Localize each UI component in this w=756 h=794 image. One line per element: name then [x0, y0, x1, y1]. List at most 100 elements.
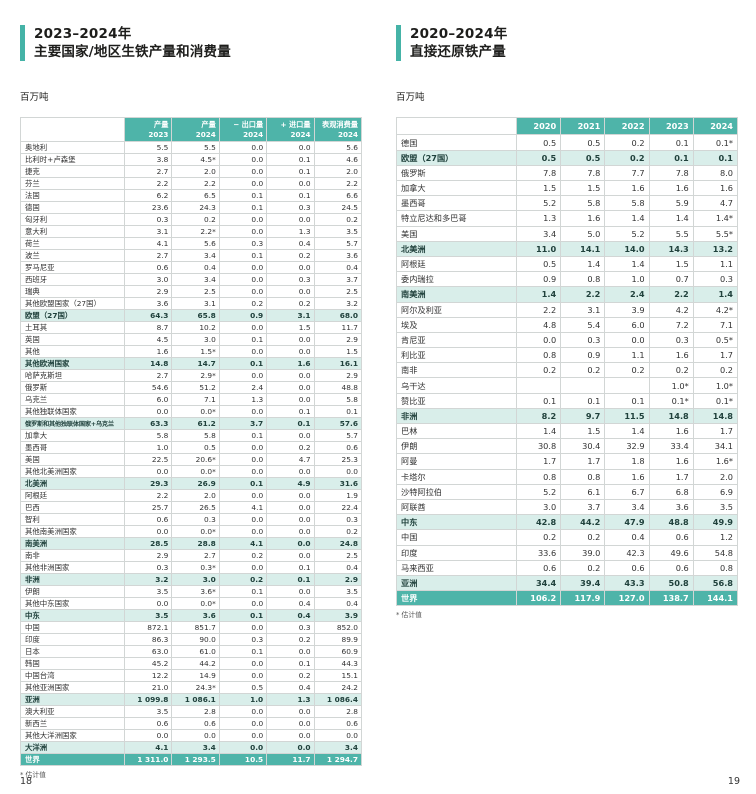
- cell-value: 0.5*: [692, 331, 739, 349]
- row-label: 特立尼达和多巴哥: [396, 210, 517, 227]
- cell-value: 1.7: [515, 453, 562, 470]
- cell-value: 2.2*: [171, 225, 220, 239]
- cell-value: 0.1: [266, 572, 315, 586]
- cell-value: 0.0: [218, 656, 268, 670]
- table-row: 阿曼 1.7 1.7 1.8 1.6 1.6*: [396, 453, 739, 470]
- cell-value: 30.8: [515, 438, 562, 455]
- cell-value: 3.4: [171, 740, 220, 754]
- cell-value: 2.7: [123, 369, 173, 383]
- table-row: 北美洲 11.0 14.1 14.0 14.3 13.2: [396, 240, 739, 257]
- cell-value: 0.0: [266, 548, 315, 562]
- cell-value: 5.5: [123, 141, 173, 155]
- table-row: 伊朗 3.5 3.6* 0.1 0.0 3.5: [20, 584, 363, 598]
- cell-value: 0.0: [123, 524, 173, 538]
- cell-value: 2.2: [515, 301, 562, 318]
- cell-value: 3.5: [313, 225, 363, 239]
- cell-value: 2.4: [218, 381, 268, 395]
- cell-value: 48.8: [313, 381, 363, 395]
- table-row: 肯尼亚 0.0 0.3 0.0 0.3 0.5*: [396, 331, 739, 349]
- row-label: 沙特阿拉伯: [396, 483, 517, 500]
- cell-value: 5.6: [171, 237, 220, 251]
- cell-value: 50.8: [648, 574, 694, 592]
- cell-value: 42.8: [515, 514, 562, 531]
- cell-value: 1.4*: [692, 210, 739, 227]
- cell-value: 0.6: [123, 512, 173, 526]
- cell-value: 48.8: [648, 514, 694, 531]
- cell-value: 1.3: [266, 225, 315, 239]
- cell-value: 0.0: [266, 333, 315, 347]
- table-row: 中国台湾 12.2 14.9 0.0 0.2 15.1: [20, 668, 363, 682]
- table-row: 卡塔尔 0.8 0.8 1.6 1.7 2.0: [396, 468, 739, 485]
- cell-value: 7.8: [648, 164, 694, 182]
- cell-value: 3.7: [560, 498, 606, 516]
- cell-value: 0.5: [560, 149, 606, 166]
- cell-value: 0.6: [604, 559, 650, 576]
- cell-value: 1 311.0: [123, 752, 173, 766]
- cell-value: 0.1: [266, 560, 315, 574]
- table-row: 其他南美洲国家 0.0 0.0* 0.0 0.0 0.2: [20, 524, 363, 538]
- cell-value: 3.1: [171, 297, 220, 311]
- cell-value: 61.0: [171, 644, 220, 658]
- table-row: 大洋洲 4.1 3.4 0.0 0.0 3.4: [20, 740, 363, 754]
- cell-value: 1.6: [648, 347, 694, 364]
- cell-value: 24.5: [313, 201, 363, 215]
- cell-value: 24.2: [313, 680, 363, 694]
- cell-value: 3.7: [313, 273, 363, 287]
- cell-value: 0.3: [171, 512, 220, 526]
- unit-label: 百万吨: [396, 92, 425, 104]
- cell-value: 1.6: [604, 468, 650, 485]
- cell-value: 3.0: [171, 333, 220, 347]
- cell-value: 0.2: [266, 632, 315, 646]
- row-label: 日本: [20, 644, 125, 658]
- cell-value: 5.9: [648, 195, 694, 212]
- cell-value: 4.2: [648, 301, 694, 318]
- cell-value: 4.1: [123, 237, 173, 251]
- cell-value: [515, 377, 562, 394]
- cell-value: 2.0: [692, 468, 739, 485]
- table-row: 其他非洲国家 0.3 0.3* 0.0 0.1 0.4: [20, 560, 363, 574]
- table-row: 比利时+卢森堡 3.8 4.5* 0.0 0.1 4.6: [20, 153, 363, 167]
- cell-value: 7.7: [604, 164, 650, 182]
- column-header: 2024: [692, 117, 739, 136]
- cell-value: 0.1: [218, 249, 268, 263]
- cell-value: 2.5: [313, 285, 363, 299]
- row-label: 俄罗斯: [396, 164, 517, 182]
- cell-value: 0.2: [218, 572, 268, 586]
- cell-value: 0.0: [313, 728, 363, 742]
- cell-value: 33.4: [648, 438, 694, 455]
- table-row: 北美洲 29.3 26.9 0.1 4.9 31.6: [20, 476, 363, 490]
- cell-value: 12.2: [123, 668, 173, 682]
- row-label: 土耳其: [20, 321, 125, 335]
- pig-iron-section: 2023–2024年 主要国家/地区生铁产量和消费量 百万吨 产量 2023 产量 2…: [20, 25, 363, 794]
- cell-value: 16.1: [313, 357, 363, 371]
- cell-value: 0.1: [266, 656, 315, 670]
- row-label: 非洲: [20, 572, 125, 586]
- table-row: 中国 0.2 0.2 0.4 0.6 1.2: [396, 529, 739, 546]
- cell-value: 851.7: [171, 620, 220, 634]
- row-label: 美国: [20, 452, 125, 466]
- cell-value: 7.8: [560, 164, 606, 182]
- row-label-column-header: [20, 117, 125, 143]
- cell-value: 1.6*: [692, 453, 739, 470]
- table-row: 委内瑞拉 0.9 0.8 1.0 0.7 0.3: [396, 271, 739, 288]
- cell-value: 0.0: [218, 704, 268, 718]
- row-label: 南非: [396, 362, 517, 379]
- cell-value: 0.5: [515, 149, 562, 166]
- cell-value: 57.6: [313, 417, 363, 430]
- cell-value: 1.0*: [692, 377, 739, 394]
- table-row: 沙特阿拉伯 5.2 6.1 6.7 6.8 6.9: [396, 483, 739, 500]
- cell-value: 0.0: [604, 331, 650, 349]
- cell-value: 0.6: [515, 559, 562, 576]
- cell-value: 43.3: [604, 574, 650, 592]
- cell-value: 0.0: [266, 261, 315, 275]
- table-row: 南美洲 1.4 2.2 2.4 2.2 1.4: [396, 286, 739, 303]
- column-header: 产量 2023: [123, 117, 173, 143]
- row-label: 匈牙利: [20, 213, 125, 227]
- row-label: 世界: [396, 590, 517, 607]
- cell-value: 3.2: [313, 297, 363, 311]
- cell-value: 5.6: [313, 141, 363, 155]
- cell-value: 13.2: [692, 240, 739, 257]
- pig-iron-section-title: 2023–2024年 主要国家/地区生铁产量和消费量: [34, 25, 231, 61]
- table-row: 加拿大 1.5 1.5 1.6 1.6 1.6: [396, 179, 739, 197]
- row-label: 俄罗斯: [20, 381, 125, 395]
